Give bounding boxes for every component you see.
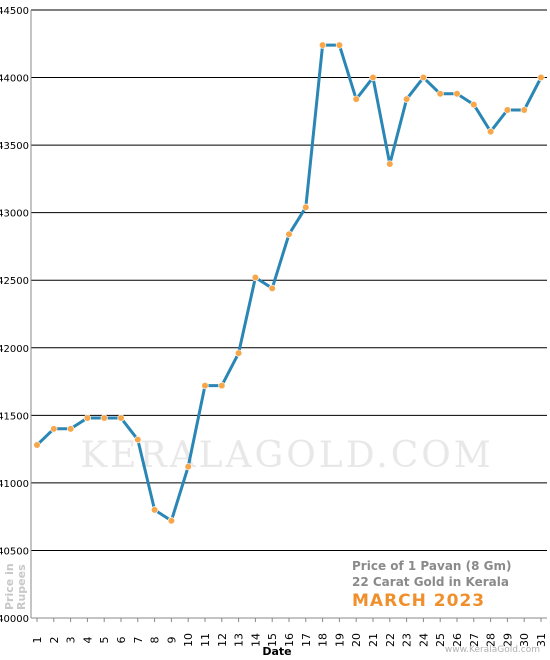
data-point	[386, 160, 394, 168]
x-tick-label: 6	[115, 637, 128, 644]
x-tick-label: 27	[468, 633, 481, 647]
data-point	[487, 128, 495, 136]
data-point	[184, 463, 192, 471]
data-point	[436, 90, 444, 98]
data-point	[403, 95, 411, 103]
data-point	[335, 41, 344, 49]
x-tick-label: 2	[48, 637, 61, 644]
y-tick-label: 43500	[0, 141, 29, 152]
y-tick-labels: 40000 40500 41000 41500 42000 42500 43000 43500…	[0, 6, 29, 625]
data-point	[201, 382, 209, 390]
y-tick-label: 44500	[0, 6, 29, 17]
data-point	[352, 95, 360, 103]
data-point	[134, 436, 142, 444]
data-point	[167, 517, 175, 525]
data-point	[33, 441, 41, 449]
x-tick-label: 29	[501, 633, 514, 647]
data-point	[319, 41, 327, 49]
data-point	[117, 414, 125, 422]
site-url: www.KeralaGold.com	[445, 645, 540, 655]
data-point	[50, 425, 58, 433]
grid-lines	[31, 9, 547, 551]
x-tick-label: 20	[350, 633, 363, 647]
info-line-1: Price of 1 Pavan (8 Gm)	[352, 559, 512, 573]
x-tick-label: 24	[417, 633, 430, 647]
y-tick-label: 40500	[0, 546, 29, 557]
x-tick-label: 26	[451, 633, 464, 647]
data-point	[100, 414, 108, 422]
data-point	[251, 273, 259, 282]
data-point	[218, 382, 226, 390]
x-tick-label: 3	[65, 637, 78, 644]
x-tick-labels: 1 2 3 4 5 6 7 8 9 10 11 12 13 14 15 16 17 18 19 20 21 22 23 24 2…	[31, 618, 548, 647]
y-axis-label-line-1: Price in	[3, 563, 16, 610]
x-tick-label: 16	[283, 633, 296, 647]
data-point	[470, 100, 478, 109]
y-tick-label: 43000	[0, 209, 29, 220]
x-tick-label: 12	[216, 633, 229, 647]
data-point	[302, 203, 310, 211]
y-axis-label-line-2: Rupees	[15, 564, 28, 610]
data-point	[369, 73, 377, 82]
data-point	[520, 106, 528, 114]
x-tick-label: 10	[182, 633, 195, 647]
x-tick-label: 23	[401, 633, 414, 647]
x-tick-label: 7	[132, 637, 145, 644]
y-tick-label: 40000	[0, 614, 29, 625]
data-point	[151, 506, 159, 514]
y-tick-label: 41000	[0, 479, 29, 490]
x-tick-label: 21	[367, 633, 380, 647]
x-tick-label: 5	[98, 637, 111, 644]
x-tick-label: 9	[165, 637, 178, 644]
data-point	[285, 230, 293, 238]
watermark: KERALAGOLD.COM	[80, 435, 493, 476]
data-point	[268, 284, 276, 292]
x-tick-label: 31	[535, 633, 548, 647]
x-tick-label: 1	[31, 637, 44, 644]
x-tick-label: 15	[266, 633, 279, 647]
info-line-2: 22 Carat Gold in Kerala	[352, 575, 509, 589]
x-tick-label: 22	[384, 633, 397, 647]
x-axis-label: Date	[262, 645, 291, 658]
x-tick-label: 14	[249, 633, 262, 647]
x-tick-label: 28	[485, 633, 498, 647]
data-point	[503, 106, 512, 114]
data-point	[537, 73, 545, 82]
data-point	[235, 349, 243, 357]
x-tick-label: 18	[317, 633, 330, 647]
x-tick-label: 8	[149, 637, 162, 644]
x-tick-label: 17	[300, 633, 313, 647]
x-tick-label: 30	[518, 633, 531, 647]
x-tick-label: 11	[199, 633, 212, 647]
data-point	[83, 414, 91, 422]
y-tick-label: 44000	[0, 74, 29, 85]
y-tick-label: 41500	[0, 411, 29, 422]
data-point	[66, 425, 75, 433]
data-point	[453, 90, 461, 98]
price-series	[33, 41, 545, 525]
x-tick-label: 25	[434, 633, 447, 647]
x-tick-label: 19	[333, 633, 346, 647]
y-tick-label: 42500	[0, 276, 29, 287]
data-point	[419, 73, 428, 82]
info-month: MARCH 2023	[352, 591, 485, 611]
x-tick-label: 13	[233, 633, 246, 647]
y-tick-label: 42000	[0, 344, 29, 355]
x-tick-label: 4	[81, 637, 94, 644]
